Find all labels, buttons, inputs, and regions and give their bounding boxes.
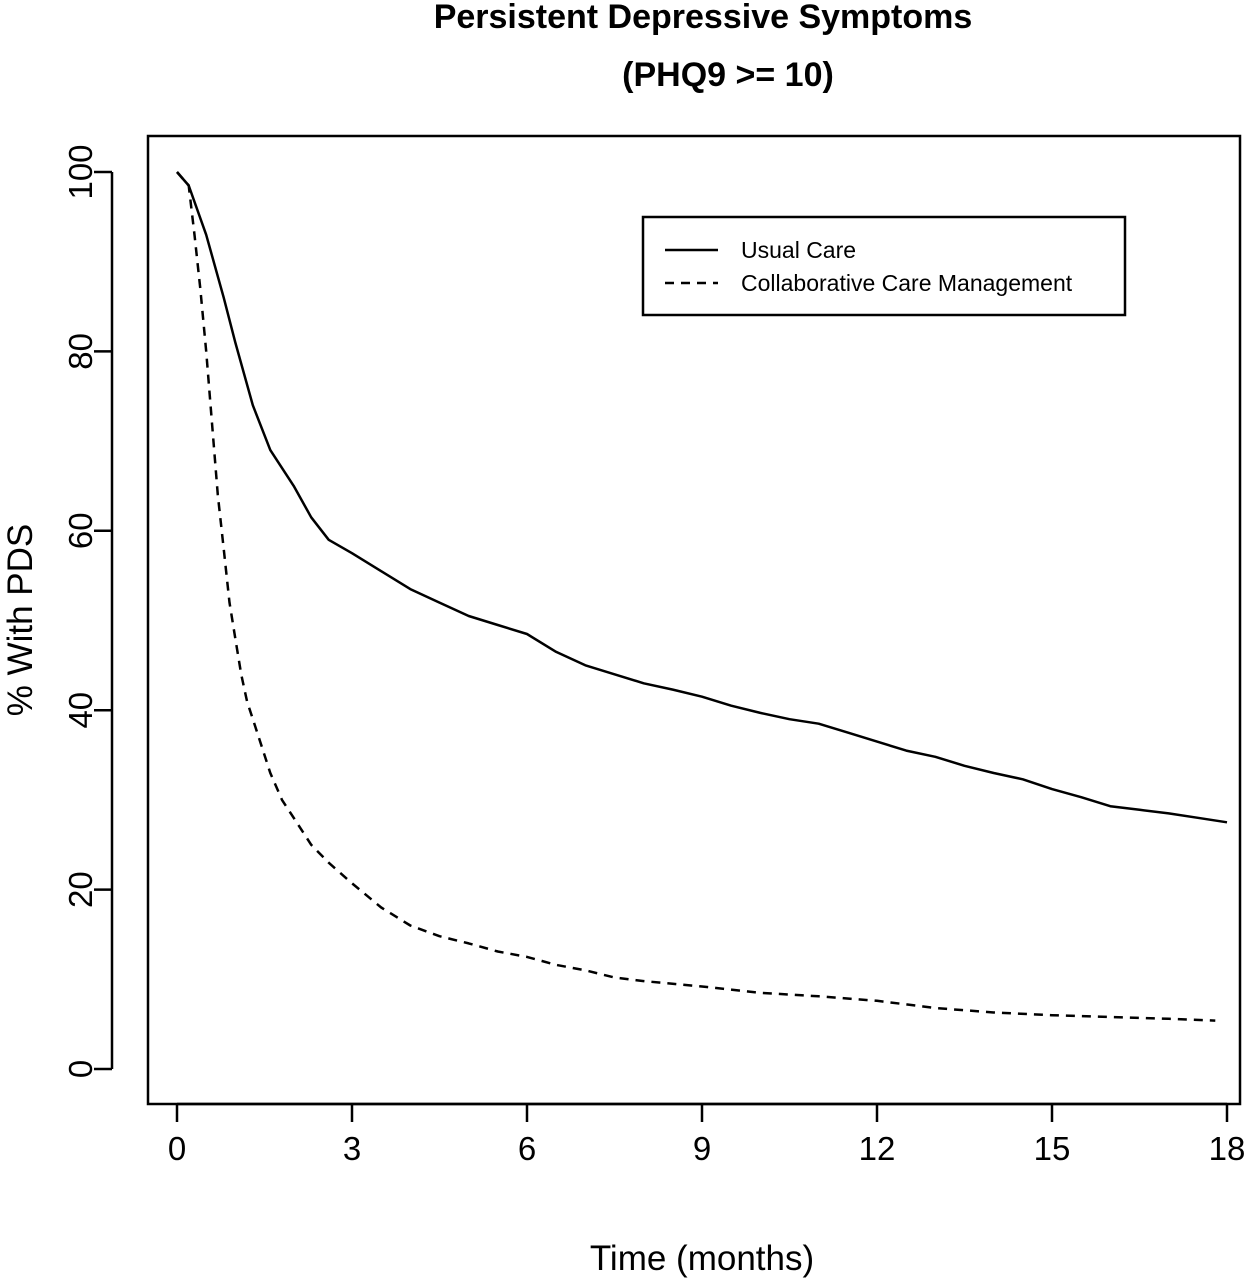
legend-label-usual-care: Usual Care (741, 237, 856, 263)
legend-box (641, 215, 1127, 317)
legend: Usual Care Collaborative Care Management (641, 215, 1127, 317)
y-axis-label: % With PDS (1, 524, 40, 717)
y-axis: 0 20 40 60 80 100 (62, 144, 114, 1078)
y-tick-label: 100 (62, 144, 99, 199)
x-tick-label: 0 (168, 1130, 186, 1167)
y-tick-label: 0 (62, 1060, 99, 1078)
x-tick-label: 15 (1034, 1130, 1071, 1167)
x-tick-label: 6 (518, 1130, 536, 1167)
x-tick-label: 9 (693, 1130, 711, 1167)
chart-subtitle: (PHQ9 >= 10) (622, 56, 834, 94)
series-line-collaborative-care (176, 171, 1216, 1022)
y-tick-label: 40 (62, 692, 99, 729)
y-tick-label: 20 (62, 871, 99, 908)
series-layer (176, 171, 1228, 1022)
y-tick-label: 80 (62, 333, 99, 370)
x-axis-label: Time (months) (590, 1239, 814, 1278)
legend-label-collaborative-care: Collaborative Care Management (741, 270, 1073, 296)
x-tick-label: 3 (343, 1130, 361, 1167)
x-tick-label: 18 (1209, 1130, 1246, 1167)
x-tick-label: 12 (859, 1130, 896, 1167)
series-line-usual-care (176, 171, 1228, 824)
x-axis: 0 3 6 9 12 15 18 (168, 1102, 1246, 1167)
chart-title: Persistent Depressive Symptoms (434, 0, 973, 36)
y-tick-label: 60 (62, 512, 99, 549)
